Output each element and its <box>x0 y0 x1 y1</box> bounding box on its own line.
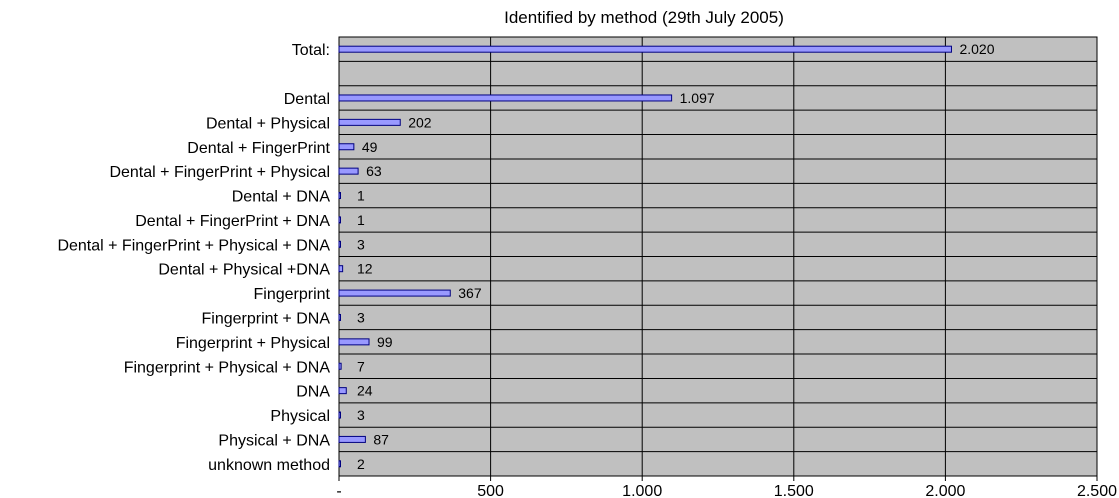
bar <box>338 387 347 395</box>
category-label: Fingerprint <box>254 286 331 303</box>
category-label: Total: <box>292 42 330 59</box>
category-label: Dental + Physical +DNA <box>158 262 330 279</box>
x-axis-ticks: - 500 1.000 1.500 2.000 2.500 <box>336 476 1117 498</box>
bar <box>338 216 341 224</box>
bars <box>338 45 952 468</box>
category-label: unknown method <box>208 457 330 474</box>
x-tick-label: 2.500 <box>1077 483 1117 498</box>
category-label: Dental + FingerPrint + Physical + DNA <box>57 237 330 254</box>
category-label: Fingerprint + Physical <box>176 335 330 352</box>
data-label: 99 <box>377 334 393 350</box>
category-label: Dental + FingerPrint + Physical <box>109 164 330 181</box>
data-label: 87 <box>373 431 389 447</box>
chart-title: Identified by method (29th July 2005) <box>504 8 784 27</box>
data-label: 3 <box>357 309 365 325</box>
bar <box>338 94 673 102</box>
category-label: Dental + Physical <box>206 115 330 132</box>
bar <box>338 338 370 346</box>
bar <box>338 265 344 273</box>
category-label: Dental + DNA <box>232 189 331 206</box>
data-label: 367 <box>458 285 482 301</box>
data-label: 3 <box>357 236 365 252</box>
category-label: Dental + FingerPrint + DNA <box>135 213 330 230</box>
bar <box>338 460 341 468</box>
gridlines <box>339 37 1097 476</box>
data-label: 7 <box>357 358 365 374</box>
data-label: 1 <box>357 212 365 228</box>
bar <box>338 167 359 175</box>
category-label: DNA <box>296 384 330 401</box>
x-tick-label: 500 <box>477 483 504 498</box>
data-label: 202 <box>408 114 432 130</box>
data-label: 63 <box>366 163 382 179</box>
bar <box>338 240 341 248</box>
category-label: Fingerprint + Physical + DNA <box>124 359 331 376</box>
data-label: 24 <box>357 383 373 399</box>
bar <box>338 435 366 443</box>
bar <box>338 411 341 419</box>
bar <box>338 313 341 321</box>
category-label: Dental <box>284 91 330 108</box>
x-tick-label: 1.000 <box>622 483 662 498</box>
category-label: Dental + FingerPrint <box>187 140 330 157</box>
bar <box>338 118 401 126</box>
category-label: Physical <box>270 408 330 425</box>
bar <box>338 45 952 53</box>
data-label: 49 <box>362 139 378 155</box>
data-label: 12 <box>357 261 373 277</box>
data-label: 1.097 <box>680 90 715 106</box>
bar <box>338 143 355 151</box>
bar <box>338 192 341 200</box>
category-labels: Total: Dental Dental + Physical Dental + Fi… <box>57 42 330 474</box>
bar <box>338 362 342 370</box>
data-label: 2.020 <box>959 41 994 57</box>
category-label: Fingerprint + DNA <box>202 310 331 327</box>
data-label: 2 <box>357 456 365 472</box>
category-label: Physical + DNA <box>218 432 330 449</box>
data-label: 3 <box>357 407 365 423</box>
bar <box>338 289 451 297</box>
data-label: 1 <box>357 188 365 204</box>
x-tick-label: 2.000 <box>925 483 965 498</box>
x-tick-label: - <box>336 483 341 498</box>
x-tick-label: 1.500 <box>774 483 814 498</box>
